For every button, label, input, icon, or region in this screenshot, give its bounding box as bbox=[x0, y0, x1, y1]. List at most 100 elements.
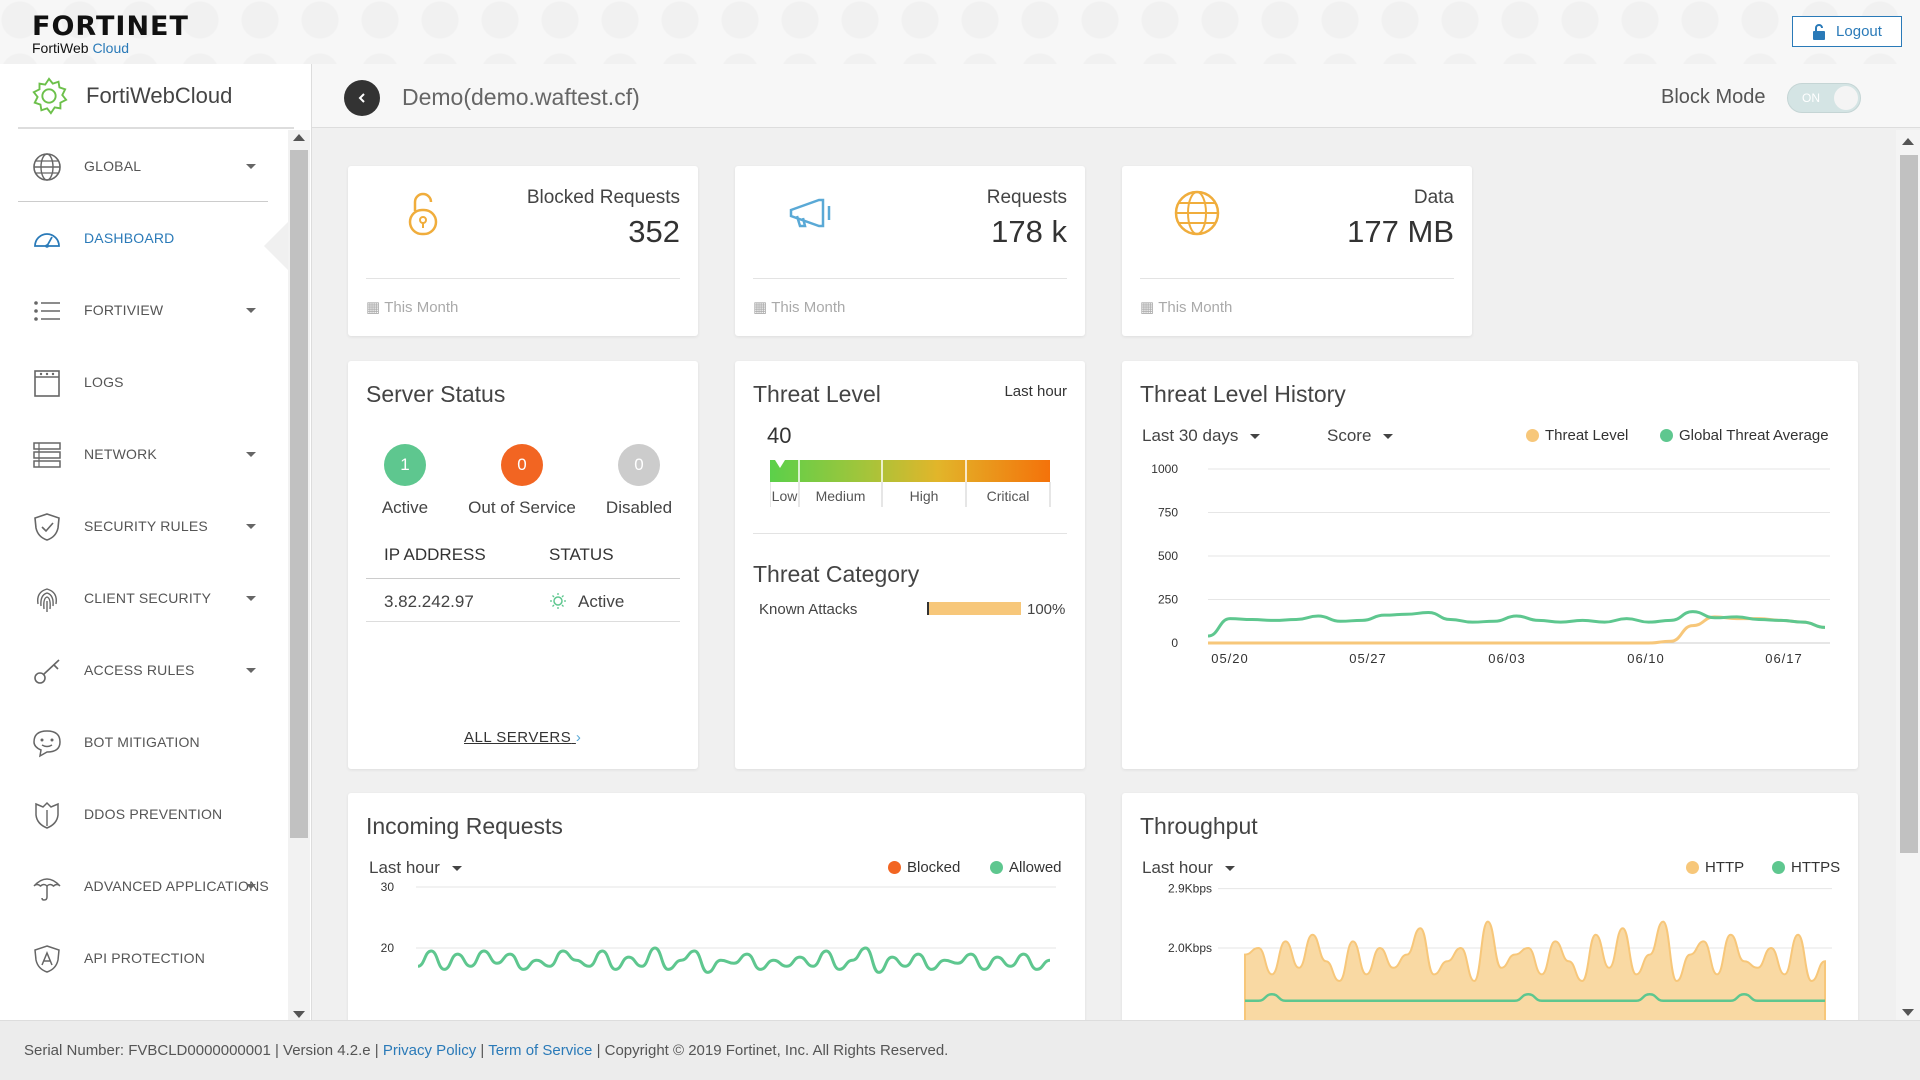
x-tick-label: 06/10 bbox=[1627, 651, 1665, 666]
scroll-down-icon[interactable] bbox=[1902, 1009, 1914, 1016]
sidebar-item-api-protection[interactable]: API PROTECTION bbox=[0, 922, 288, 994]
chevron-down-icon bbox=[246, 883, 256, 889]
out-of-service-label: Out of Service bbox=[468, 498, 576, 517]
scroll-up-icon[interactable] bbox=[1902, 138, 1914, 145]
out-of-service-count-badge[interactable]: 0 bbox=[501, 444, 543, 486]
terms-of-service-link[interactable]: Term of Service bbox=[488, 1042, 593, 1059]
divider bbox=[1140, 278, 1454, 279]
block-mode-toggle[interactable]: ON bbox=[1787, 83, 1861, 113]
y-tick-label: 2.0Kbps bbox=[1168, 941, 1212, 955]
main-scrollbar[interactable] bbox=[1896, 130, 1920, 1020]
calendar-icon: ▦ bbox=[753, 299, 768, 316]
calendar-icon: ▦ bbox=[1140, 299, 1155, 316]
back-button[interactable] bbox=[344, 80, 380, 116]
range-dropdown[interactable]: Last 30 days bbox=[1142, 426, 1261, 446]
gauge-marker-icon bbox=[775, 460, 785, 468]
series-line-allowed bbox=[417, 946, 1051, 974]
copyright: | Copyright © 2019 Fortinet, Inc. All Ri… bbox=[596, 1042, 949, 1059]
legend-threat-level[interactable]: Threat Level bbox=[1526, 427, 1628, 444]
x-tick-label: 05/20 bbox=[1211, 651, 1249, 666]
series-line-threat-level bbox=[1207, 615, 1826, 645]
sidebar-item-ddos-prevention[interactable]: DDOS PREVENTION bbox=[0, 778, 288, 850]
card-title: Throughput bbox=[1140, 813, 1258, 839]
dropdown-value: Score bbox=[1327, 426, 1372, 445]
metric-dropdown[interactable]: Score bbox=[1327, 426, 1394, 446]
scroll-up-icon[interactable] bbox=[293, 134, 305, 141]
category-name: Known Attacks bbox=[759, 601, 858, 618]
range-dropdown[interactable]: Last hour bbox=[1142, 858, 1235, 878]
sidebar-item-logs[interactable]: LOGS bbox=[0, 346, 288, 418]
y-tick-label: 250 bbox=[1158, 593, 1178, 607]
period-label: This Month bbox=[384, 298, 459, 316]
server-status-card: Server Status 1 0 0 Active Out of Servic… bbox=[348, 361, 698, 769]
column-header-status[interactable]: STATUS bbox=[549, 545, 614, 564]
all-servers-label: ALL SERVERS bbox=[464, 729, 572, 746]
fingerprint-icon bbox=[37, 588, 57, 612]
stat-card-requests: Requests 178 k ▦ This Month bbox=[735, 166, 1085, 336]
active-count-badge[interactable]: 1 bbox=[384, 444, 426, 486]
sidebar-item-network[interactable]: NETWORK bbox=[0, 418, 288, 490]
all-servers-link[interactable]: ALL SERVERS › bbox=[464, 729, 581, 746]
threat-category-title: Threat Category bbox=[753, 561, 920, 587]
sidebar-header: FortiWebCloud bbox=[18, 64, 294, 129]
dropdown-value: Last hour bbox=[1142, 858, 1213, 877]
stat-card-blocked-requests: Blocked Requests 352 ▦ This Month bbox=[348, 166, 698, 336]
legend-label: HTTPS bbox=[1791, 859, 1841, 876]
chevron-down-icon bbox=[246, 307, 256, 313]
chevron-down-icon bbox=[1250, 433, 1261, 439]
scrollbar-thumb[interactable] bbox=[1900, 155, 1918, 853]
stat-period: ▦ This Month bbox=[366, 298, 459, 317]
level-low: Low bbox=[771, 488, 798, 504]
stat-value: 178 k bbox=[991, 214, 1067, 249]
sidebar-item-global[interactable]: GLOBAL bbox=[0, 130, 288, 202]
chevron-left-icon bbox=[358, 93, 365, 103]
category-bar bbox=[927, 602, 1021, 615]
level-medium: Medium bbox=[815, 488, 866, 504]
y-tick-label: 30 bbox=[381, 881, 395, 894]
fortiweb-cloud-icon bbox=[32, 76, 68, 115]
list-icon bbox=[34, 301, 60, 321]
umbrella-icon bbox=[33, 878, 61, 901]
sidebar-item-advanced-applications[interactable]: ADVANCED APPLICATIONS bbox=[0, 850, 288, 922]
sidebar-item-label: GLOBAL bbox=[84, 158, 142, 174]
divider bbox=[366, 578, 680, 579]
legend-dot bbox=[1660, 429, 1673, 442]
card-title: Threat Level bbox=[753, 381, 881, 407]
logout-button[interactable]: Logout bbox=[1792, 16, 1902, 47]
category-percent: 100% bbox=[1027, 601, 1066, 618]
server-status: Active bbox=[578, 592, 625, 611]
y-tick-label: 2.9Kbps bbox=[1168, 882, 1212, 896]
scrollbar-thumb[interactable] bbox=[290, 150, 308, 838]
scroll-down-icon[interactable] bbox=[293, 1011, 305, 1018]
sidebar-scrollbar[interactable] bbox=[288, 130, 310, 1020]
card-title: Threat Level History bbox=[1140, 381, 1346, 407]
threat-level-period: Last hour bbox=[1004, 383, 1067, 400]
column-header-ip[interactable]: IP ADDRESS bbox=[384, 545, 486, 564]
bot-icon bbox=[33, 730, 61, 758]
sidebar-item-dashboard[interactable]: DASHBOARD bbox=[0, 202, 288, 274]
legend-label: Global Threat Average bbox=[1679, 427, 1829, 444]
legend-dot bbox=[1526, 429, 1539, 442]
disabled-count-badge[interactable]: 0 bbox=[618, 444, 660, 486]
sidebar-item-security-rules[interactable]: SECURITY RULES bbox=[0, 490, 288, 562]
sidebar-item-fortiview[interactable]: FORTIVIEW bbox=[0, 274, 288, 346]
incoming-requests-card: Incoming Requests Last hour Blocked Allo… bbox=[348, 793, 1085, 1033]
sidebar-item-client-security[interactable]: CLIENT SECURITY bbox=[0, 562, 288, 634]
sidebar-item-access-rules[interactable]: ACCESS RULES bbox=[0, 634, 288, 706]
legend-blocked[interactable]: Blocked bbox=[888, 859, 960, 876]
footer-separator: | bbox=[480, 1042, 485, 1059]
sidebar-item-bot-mitigation[interactable]: BOT MITIGATION bbox=[0, 706, 288, 778]
incoming-requests-chart: 30 20 bbox=[381, 881, 1056, 974]
y-tick-label: 500 bbox=[1158, 549, 1178, 563]
sidebar-nav: GLOBAL DASHBOARD FORTIVIEW LOGS NETWORK … bbox=[0, 130, 288, 994]
legend-https[interactable]: HTTPS bbox=[1772, 859, 1840, 876]
legend-dot bbox=[990, 861, 1003, 874]
range-dropdown[interactable]: Last hour bbox=[369, 858, 462, 878]
legend-allowed[interactable]: Allowed bbox=[990, 859, 1062, 876]
legend-http[interactable]: HTTP bbox=[1686, 859, 1744, 876]
sidebar-item-label: CLIENT SECURITY bbox=[84, 590, 212, 606]
privacy-policy-link[interactable]: Privacy Policy bbox=[382, 1042, 477, 1059]
throughput-card: Throughput Last hour HTTP HTTPS 2.9Kbps 2… bbox=[1122, 793, 1858, 1033]
legend-global-average[interactable]: Global Threat Average bbox=[1660, 427, 1829, 444]
sidebar-item-label: BOT MITIGATION bbox=[84, 734, 200, 750]
